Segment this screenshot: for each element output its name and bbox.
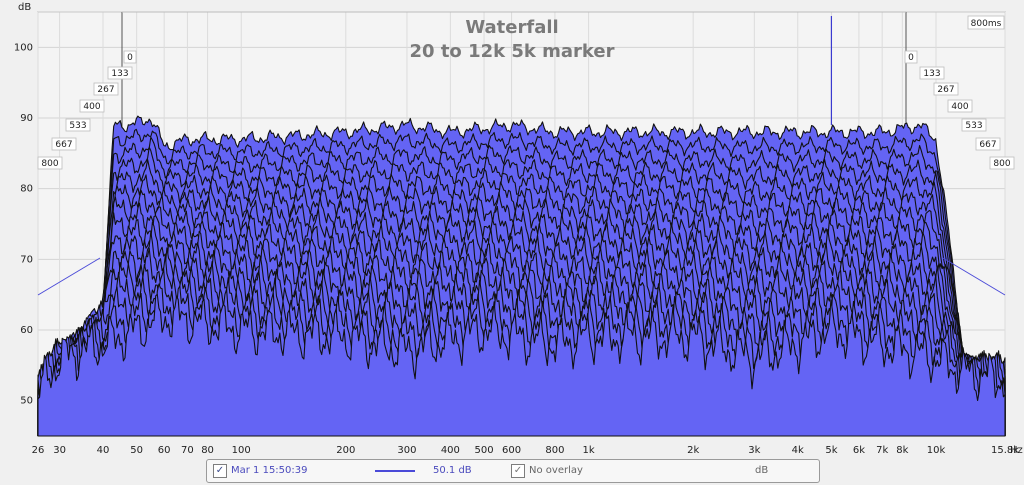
overlay-layer bbox=[37, 16, 1006, 296]
time-label-box bbox=[975, 137, 1001, 151]
x-tick-label: 26 bbox=[32, 445, 45, 456]
time-label-right: 133 bbox=[919, 66, 945, 80]
time-label-text: 0 bbox=[908, 53, 914, 63]
time-label-text: 400 bbox=[83, 102, 100, 112]
waterfall-slices bbox=[37, 115, 1006, 437]
x-tick-label: 300 bbox=[397, 445, 416, 456]
time-axis-max: 800ms bbox=[967, 15, 1005, 30]
x-tick-label: 30 bbox=[53, 445, 66, 456]
time-label-box bbox=[933, 82, 959, 96]
time-label-right: 400 bbox=[947, 99, 973, 113]
x-tick-label: 5k bbox=[825, 445, 837, 456]
time-label-box bbox=[93, 82, 119, 96]
x-tick-label: 8k bbox=[896, 445, 908, 456]
x-tick-label: 800 bbox=[545, 445, 564, 456]
time-label-box bbox=[989, 156, 1015, 170]
floor-edge-left bbox=[37, 257, 101, 296]
time-axis-labels: 0 0 133 133 267 267 400 400 533 533 667 667 800 800 80… bbox=[37, 15, 1015, 170]
x-tick-label: 7k bbox=[876, 445, 888, 456]
time-label-text: 133 bbox=[111, 69, 128, 79]
x-tick-label: 10k bbox=[927, 445, 946, 456]
legend-unit: dB bbox=[755, 465, 769, 476]
x-tick-label: 70 bbox=[181, 445, 194, 456]
time-label-left: 400 bbox=[79, 99, 105, 113]
time-label-box bbox=[123, 50, 137, 64]
x-tick-label: 6k bbox=[853, 445, 865, 456]
series-name: Mar 1 15:50:39 bbox=[231, 465, 308, 476]
time-max-box bbox=[967, 15, 1005, 30]
x-tick-label: 2k bbox=[687, 445, 699, 456]
y-tick-label: 70 bbox=[20, 254, 33, 265]
time-label-left: 267 bbox=[93, 82, 119, 96]
x-tick-label: 60 bbox=[158, 445, 171, 456]
overlay-checkbox[interactable]: ✓ bbox=[511, 464, 525, 478]
x-tick-label: 4k bbox=[792, 445, 804, 456]
time-label-text: 267 bbox=[937, 85, 954, 95]
y-tick-label: 50 bbox=[20, 396, 33, 407]
time-label-left: 533 bbox=[65, 118, 91, 132]
x-tick-label: 15.8k bbox=[991, 445, 1019, 456]
time-label-text: 533 bbox=[965, 121, 982, 131]
chart-title: Waterfall bbox=[465, 17, 558, 38]
x-tick-label: 500 bbox=[474, 445, 493, 456]
time-label-box bbox=[947, 99, 973, 113]
time-label-text: 667 bbox=[979, 140, 996, 150]
time-label-text: 267 bbox=[97, 85, 114, 95]
time-label-text: 0 bbox=[127, 53, 133, 63]
waterfall-slice bbox=[37, 293, 1006, 437]
x-tick-label: 80 bbox=[201, 445, 214, 456]
chart-subtitle: 20 to 12k 5k marker bbox=[410, 41, 615, 62]
y-tick-labels: 50 60 70 80 90 100 bbox=[14, 42, 33, 406]
y-tick-label: 100 bbox=[14, 42, 33, 53]
time-label-text: 800 bbox=[993, 159, 1010, 169]
x-tick-labels: 26 30 40 50 60 70 80 100 200 300 400 500 600 800 1k 2k 3… bbox=[32, 445, 1020, 456]
time-label-left: 0 bbox=[123, 50, 137, 64]
time-label-box bbox=[79, 99, 105, 113]
time-label-text: 667 bbox=[55, 140, 72, 150]
floor-edge-right bbox=[942, 257, 1006, 296]
series-line-swatch bbox=[375, 470, 415, 472]
time-label-box bbox=[961, 118, 987, 132]
x-tick-label: 100 bbox=[232, 445, 251, 456]
x-tick-label: 40 bbox=[97, 445, 110, 456]
time-max-label: 800ms bbox=[971, 19, 1002, 29]
time-label-left: 800 bbox=[37, 156, 63, 170]
x-tick-label: 200 bbox=[336, 445, 355, 456]
time-label-left: 667 bbox=[51, 137, 77, 151]
x-tick-label: 50 bbox=[130, 445, 143, 456]
time-label-text: 800 bbox=[41, 159, 58, 169]
x-tick-label: 600 bbox=[502, 445, 521, 456]
time-label-right: 800 bbox=[989, 156, 1015, 170]
time-label-box bbox=[107, 66, 133, 80]
legend-bar: ✓ Mar 1 15:50:39 50.1 dB ✓ No overlay dB bbox=[206, 459, 820, 483]
time-label-right: 267 bbox=[933, 82, 959, 96]
time-label-text: 400 bbox=[951, 102, 968, 112]
x-tick-label: 3k bbox=[748, 445, 760, 456]
time-label-right: 0 bbox=[904, 50, 918, 64]
time-label-box bbox=[65, 118, 91, 132]
time-label-box bbox=[37, 156, 63, 170]
x-tick-label: 400 bbox=[441, 445, 460, 456]
series-value: 50.1 dB bbox=[433, 465, 472, 476]
time-label-left: 133 bbox=[107, 66, 133, 80]
time-label-right: 533 bbox=[961, 118, 987, 132]
x-tick-label: 1k bbox=[583, 445, 595, 456]
overlay-label: No overlay bbox=[529, 465, 583, 476]
time-label-box bbox=[51, 137, 77, 151]
y-tick-label: 60 bbox=[20, 325, 33, 336]
y-tick-label: 80 bbox=[20, 184, 33, 195]
x-axis-unit: Hz bbox=[1010, 445, 1023, 456]
series-checkbox[interactable]: ✓ bbox=[213, 464, 227, 478]
time-label-box bbox=[919, 66, 945, 80]
time-label-text: 533 bbox=[69, 121, 86, 131]
y-tick-label: 90 bbox=[20, 113, 33, 124]
time-label-right: 667 bbox=[975, 137, 1001, 151]
time-label-text: 133 bbox=[923, 69, 940, 79]
time-label-box bbox=[904, 50, 918, 64]
y-axis-label: dB bbox=[18, 2, 31, 13]
